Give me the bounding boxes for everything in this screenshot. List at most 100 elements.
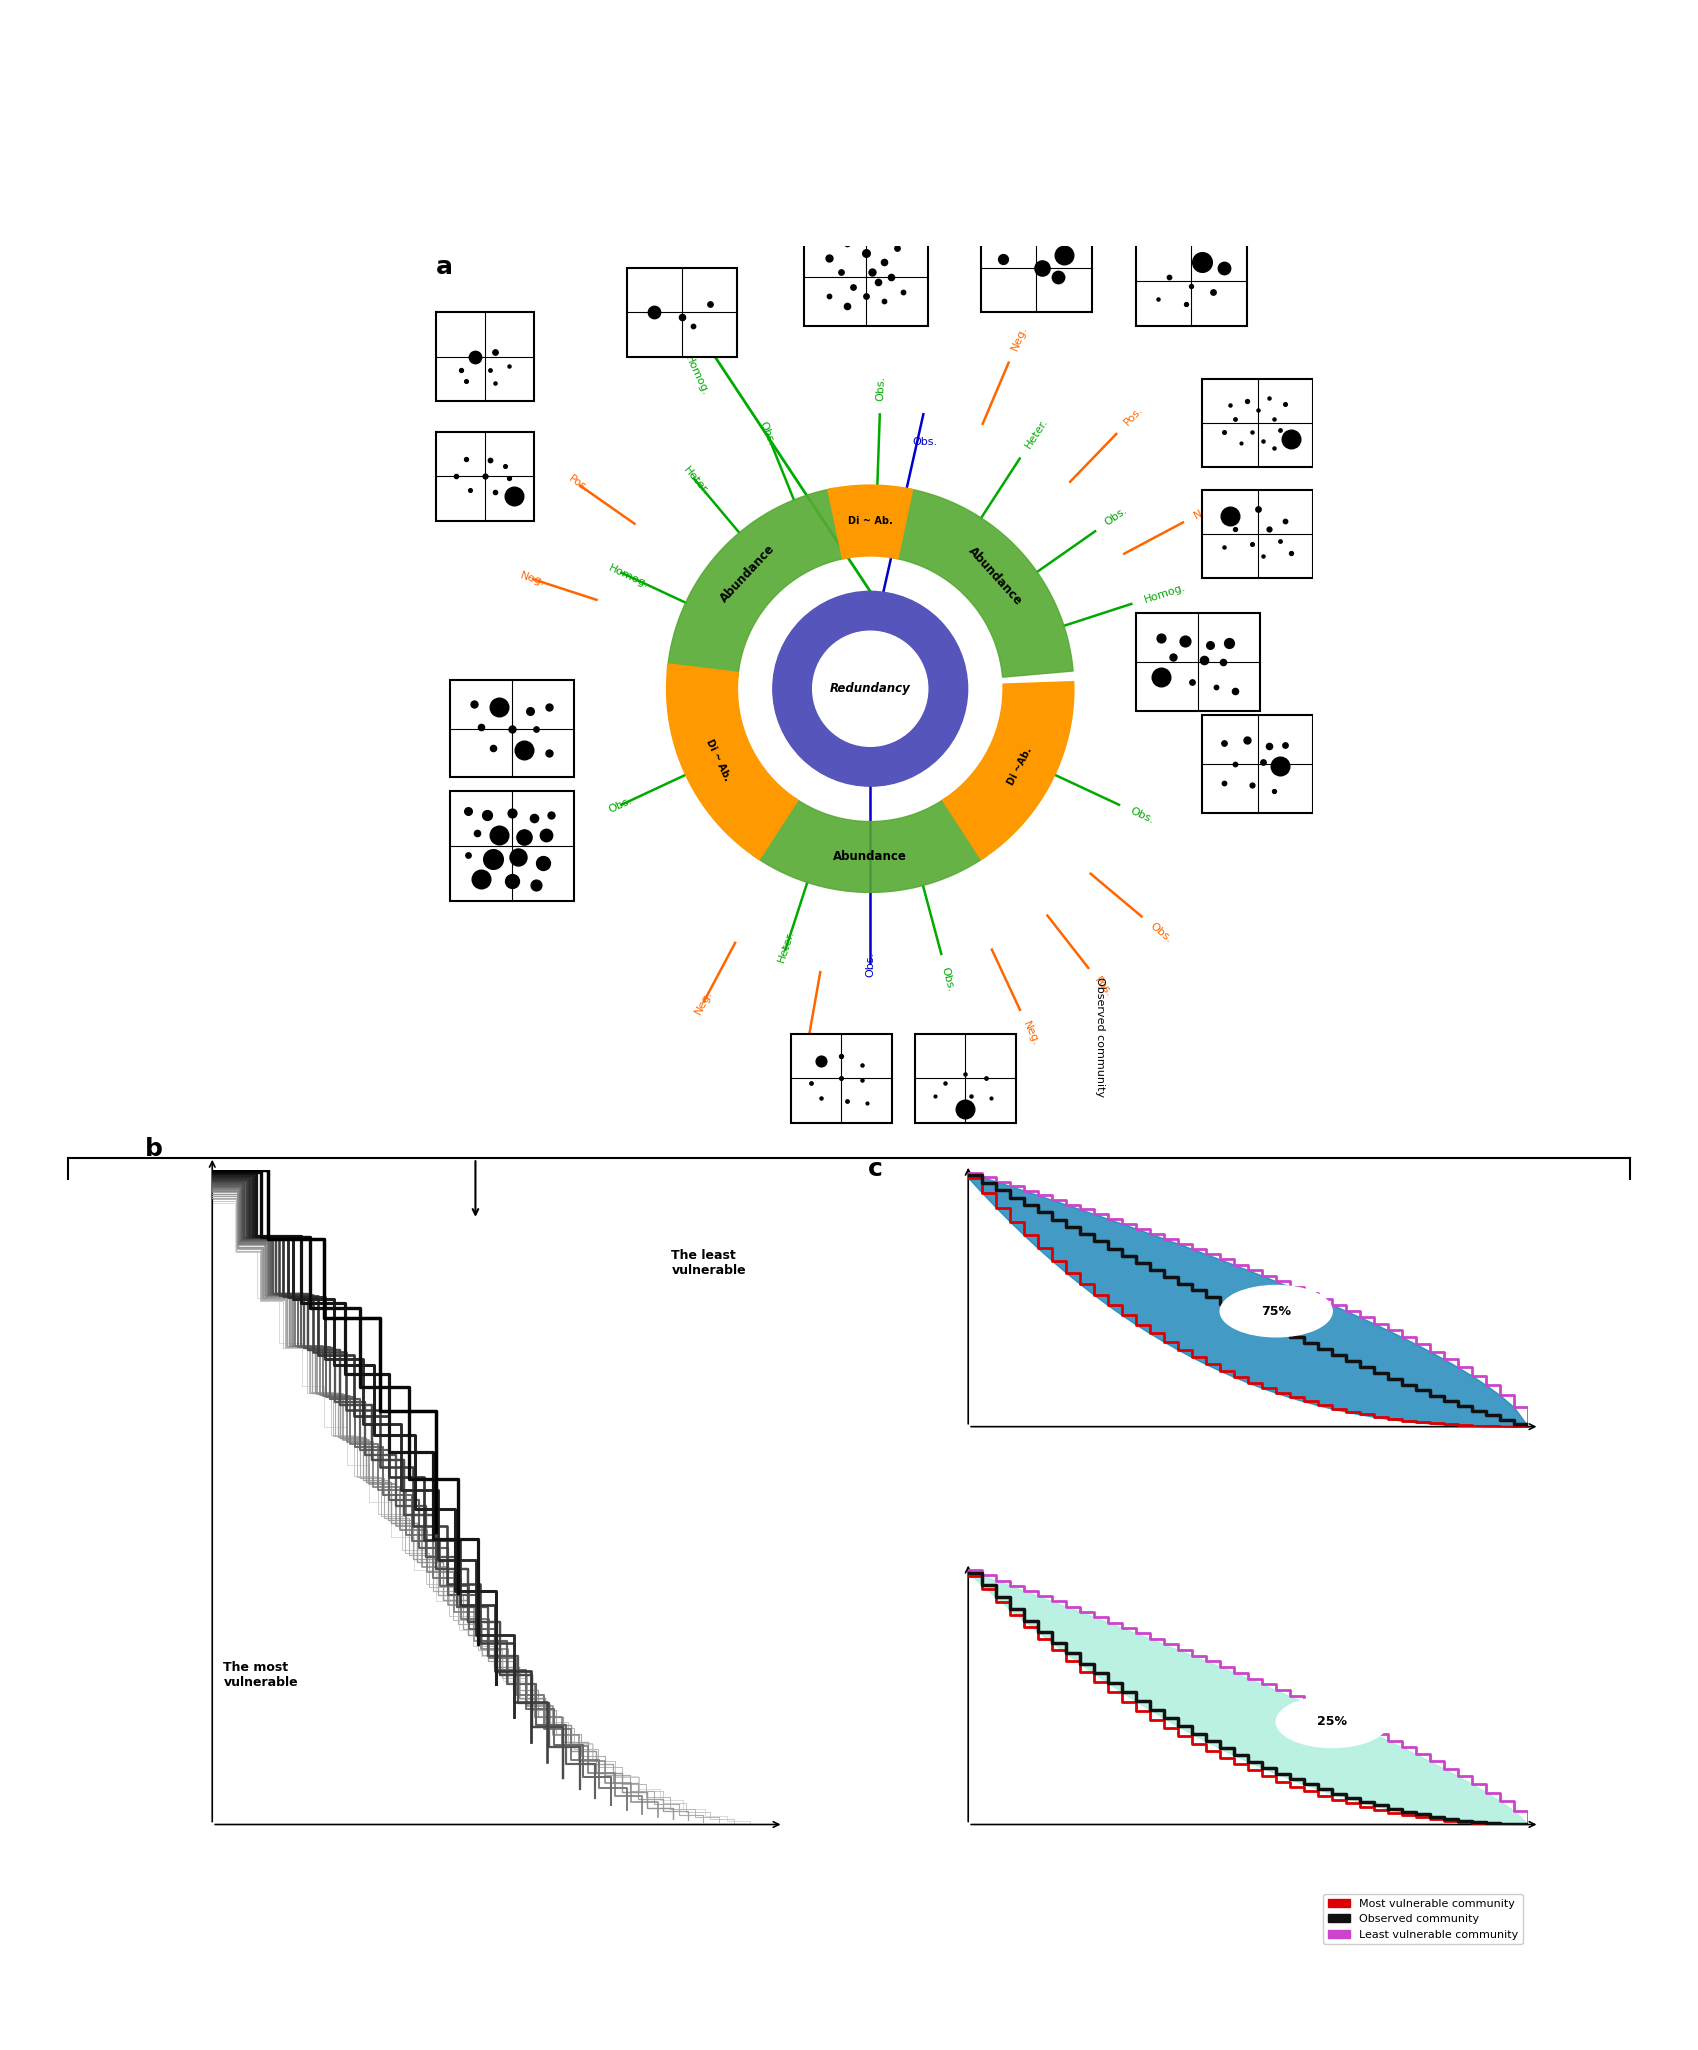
- Text: Homog.: Homog.: [608, 562, 650, 590]
- Polygon shape: [667, 664, 798, 859]
- Point: [1148, 660, 1175, 693]
- Point: [462, 340, 489, 373]
- FancyBboxPatch shape: [791, 1033, 893, 1123]
- Text: Neg.: Neg.: [520, 570, 547, 588]
- Point: [501, 480, 528, 512]
- Point: [452, 365, 479, 398]
- Point: [849, 1050, 876, 1082]
- Point: [530, 847, 557, 879]
- Point: [504, 840, 531, 873]
- Point: [1223, 748, 1250, 781]
- Point: [1260, 430, 1287, 463]
- Point: [498, 795, 525, 828]
- Point: [696, 287, 723, 320]
- Point: [1144, 283, 1172, 316]
- FancyBboxPatch shape: [436, 433, 533, 521]
- Point: [815, 242, 842, 275]
- FancyBboxPatch shape: [1136, 613, 1260, 711]
- Point: [1255, 381, 1282, 414]
- Point: [827, 256, 854, 289]
- FancyBboxPatch shape: [915, 1033, 1017, 1123]
- Polygon shape: [893, 488, 1073, 676]
- Point: [890, 275, 917, 307]
- Point: [852, 281, 880, 314]
- Circle shape: [813, 631, 927, 746]
- Circle shape: [773, 590, 968, 785]
- Point: [1178, 666, 1206, 699]
- Text: a: a: [436, 254, 453, 279]
- Point: [1172, 625, 1199, 658]
- Point: [1190, 644, 1217, 677]
- Point: [1250, 539, 1277, 572]
- Point: [455, 793, 482, 826]
- Point: [477, 353, 504, 385]
- Point: [990, 242, 1017, 275]
- Point: [1216, 627, 1243, 660]
- Text: Neg.: Neg.: [693, 988, 715, 1015]
- Point: [859, 256, 886, 289]
- Text: The most
vulnerable: The most vulnerable: [224, 1660, 299, 1689]
- Point: [1189, 246, 1216, 279]
- Point: [834, 226, 861, 258]
- Point: [477, 445, 504, 478]
- Point: [829, 1062, 856, 1095]
- Point: [1267, 414, 1294, 447]
- Point: [1245, 394, 1272, 426]
- Point: [864, 264, 891, 297]
- Text: Abundance: Abundance: [834, 851, 907, 863]
- FancyBboxPatch shape: [627, 269, 737, 357]
- Point: [457, 474, 484, 506]
- Point: [679, 310, 706, 342]
- Point: [834, 1084, 861, 1117]
- FancyBboxPatch shape: [1136, 238, 1246, 326]
- Polygon shape: [829, 486, 912, 560]
- Point: [535, 736, 562, 769]
- Text: Di ~Ab.: Di ~Ab.: [1005, 746, 1034, 787]
- Point: [1233, 724, 1260, 756]
- Point: [841, 271, 868, 303]
- Text: Pos.: Pos.: [1092, 976, 1114, 998]
- Point: [1255, 730, 1282, 763]
- Point: [1272, 728, 1299, 761]
- Point: [932, 1066, 959, 1099]
- Point: [498, 711, 525, 744]
- Point: [1228, 426, 1255, 459]
- Text: Pos.: Pos.: [567, 474, 591, 494]
- Text: Heter.: Heter.: [1022, 416, 1049, 451]
- Text: Obs.: Obs.: [1148, 920, 1175, 945]
- Point: [452, 443, 479, 476]
- Point: [808, 1043, 835, 1076]
- Text: Heter.: Heter.: [776, 929, 796, 963]
- Point: [1267, 750, 1294, 783]
- Point: [883, 232, 910, 264]
- Point: [1221, 674, 1248, 707]
- Polygon shape: [754, 797, 987, 892]
- Point: [1178, 269, 1206, 301]
- Point: [1260, 775, 1287, 808]
- Point: [640, 295, 667, 328]
- Point: [1172, 287, 1199, 320]
- Point: [1245, 492, 1272, 525]
- Text: Di ~ Ab.: Di ~ Ab.: [703, 738, 732, 783]
- Polygon shape: [667, 488, 847, 676]
- Point: [1160, 642, 1187, 674]
- Text: Pos.: Pos.: [1231, 617, 1255, 629]
- Point: [538, 800, 565, 832]
- Point: [511, 820, 538, 853]
- Point: [1029, 252, 1056, 285]
- FancyBboxPatch shape: [1202, 490, 1313, 578]
- Text: Abundance: Abundance: [717, 543, 778, 605]
- Text: Neg.: Neg.: [1009, 324, 1029, 353]
- Point: [808, 1082, 835, 1115]
- Point: [1044, 260, 1071, 293]
- Point: [498, 865, 525, 898]
- Legend: Most vulnerable community, Observed community, Least vulnerable community: Most vulnerable community, Observed comm…: [1323, 1894, 1523, 1943]
- Point: [1051, 238, 1078, 271]
- Text: Obs.: Obs.: [757, 420, 776, 447]
- Circle shape: [1277, 1695, 1389, 1747]
- Text: Pos.: Pos.: [801, 1027, 815, 1052]
- Text: Redundancy: Redundancy: [830, 683, 910, 695]
- Point: [876, 260, 903, 293]
- Point: [481, 367, 508, 400]
- Point: [1197, 627, 1224, 660]
